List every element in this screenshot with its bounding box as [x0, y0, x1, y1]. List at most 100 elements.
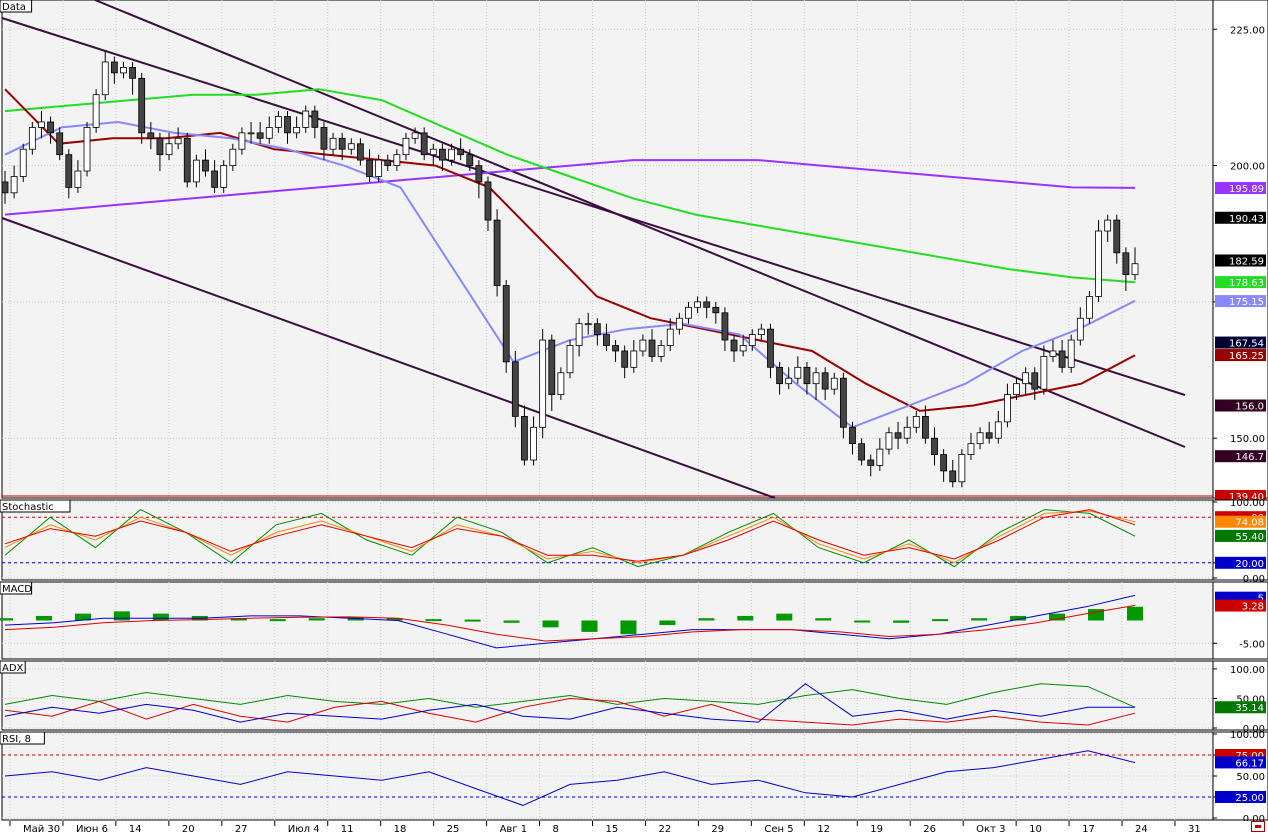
price-tag [1215, 399, 1266, 412]
candle-body [484, 181, 492, 221]
candle-body [603, 334, 610, 346]
price-tag-label: 5 [1258, 594, 1264, 605]
candle-body [1086, 296, 1093, 319]
price-tag [1215, 349, 1266, 362]
candle-body [1058, 350, 1066, 368]
price-tag [1215, 211, 1266, 224]
price-tag [1215, 791, 1266, 803]
candle-body [1022, 372, 1030, 385]
candle-body [284, 116, 291, 134]
candle-body [830, 377, 838, 390]
candle-body [922, 415, 929, 439]
candle-body [247, 132, 255, 135]
panel-title-box [0, 660, 26, 674]
histogram-bar [113, 611, 130, 621]
x-tick-label: 18 [394, 824, 407, 834]
x-tick-label: 17 [1082, 824, 1095, 834]
candle-body [757, 328, 765, 336]
candle-body [839, 377, 847, 428]
candle-body [92, 94, 100, 128]
price-tag [1215, 450, 1266, 463]
candle-body [803, 366, 811, 385]
panel-title: MACD [2, 584, 32, 595]
x-tick-label: Июн 6 [76, 824, 108, 834]
candle-body [530, 426, 537, 461]
x-tick-label: 10 [1029, 824, 1042, 834]
y-tick-label: 100.00 [1230, 730, 1265, 741]
candle-body [521, 415, 528, 461]
candle-body [730, 339, 738, 352]
histogram-bar [932, 619, 949, 622]
price-tag [1215, 701, 1266, 714]
candle-body [575, 323, 583, 346]
candle-body [147, 132, 155, 139]
price-tag [1215, 295, 1266, 308]
histogram-bar [35, 615, 52, 621]
candle-body [675, 317, 683, 330]
series-macd-blue [4, 594, 1136, 649]
price-tag-label: 25.00 [1235, 793, 1264, 804]
x-axis: Май 30 Июн 6 14 20 27 Июл 4 11 18 25 Авг 1 8 15 22 29… [0, 821, 1268, 834]
candle-body [1104, 219, 1112, 232]
y-tick-label: 0.00 [1243, 724, 1265, 735]
x-tick-label: 27 [235, 824, 248, 834]
histogram-bar [503, 620, 520, 623]
y-tick-label: 225.00 [1230, 25, 1265, 36]
y-tick-label: 50.00 [1236, 694, 1265, 705]
price-tag [1215, 336, 1266, 349]
x-tick-label: 29 [711, 824, 724, 834]
price-tag-label: 190.43 [1229, 214, 1264, 225]
histogram-bar [425, 619, 442, 622]
candle-body [229, 148, 237, 166]
histogram-bar [776, 613, 793, 621]
candle-body [703, 301, 711, 308]
histogram-bar [815, 618, 832, 621]
histogram-bar [308, 618, 325, 621]
window-close-button[interactable] [1251, 821, 1265, 832]
price-tag [1215, 756, 1266, 769]
x-tick-label: 25 [447, 824, 460, 834]
candle-body [1122, 252, 1130, 276]
candle-body [110, 61, 118, 74]
histogram-bar [1127, 606, 1143, 621]
candle-body [293, 127, 301, 134]
candle-body [238, 132, 246, 150]
candle-body [375, 159, 383, 177]
candle-body [120, 67, 127, 74]
x-tick-label: 19 [870, 824, 883, 834]
panel-data: 150.00175.00200.00225.00Data195.89190.43… [0, 0, 1268, 503]
histogram-bar [1088, 609, 1105, 621]
candle-body [566, 345, 574, 374]
candle-body [174, 137, 182, 145]
candle-body [56, 132, 64, 156]
histogram-bar [1010, 615, 1027, 621]
y-axis-area [1212, 0, 1268, 499]
candle-body [311, 110, 319, 128]
candle-body [776, 366, 783, 385]
candle-body [192, 159, 200, 183]
histogram-bar [152, 613, 169, 621]
y-tick-label: 100.00 [1230, 665, 1265, 676]
candle-body [621, 350, 629, 368]
candle-body [794, 366, 802, 379]
candle-body [1049, 350, 1057, 357]
candle-body [502, 285, 510, 363]
candle-body [812, 372, 820, 385]
plot-area [1, 0, 1214, 499]
histogram-bar [698, 618, 715, 621]
candle-body [429, 148, 437, 156]
candle-body [685, 306, 692, 319]
candle-body [156, 137, 164, 156]
candle-body [393, 154, 401, 166]
panel-title-box [0, 0, 33, 13]
price-tag-label: 139.40 [1229, 492, 1264, 503]
y-tick-label: 200.00 [1230, 162, 1265, 173]
candle-body [931, 437, 938, 455]
candle-body [739, 345, 747, 352]
x-tick-label: 20 [182, 824, 195, 834]
candle-body [1076, 317, 1084, 341]
x-tick-label: 12 [817, 824, 830, 834]
candle-body [366, 159, 373, 177]
price-tag [1215, 181, 1266, 194]
